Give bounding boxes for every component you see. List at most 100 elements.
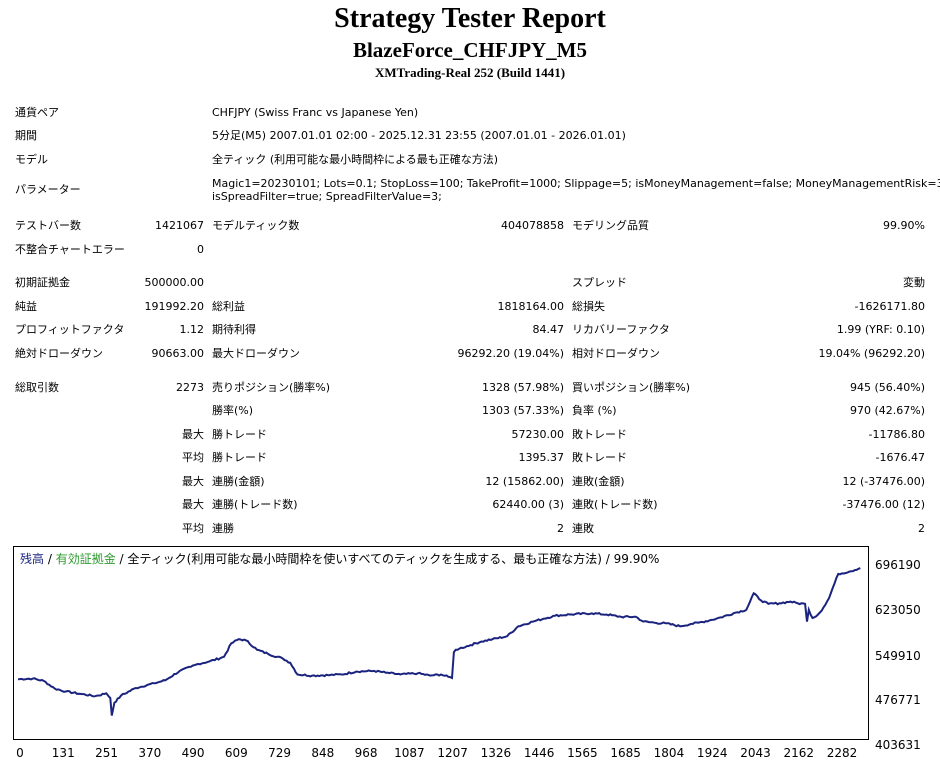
y-tick-label: 623050 [875, 603, 921, 617]
chart-plot [17, 567, 861, 716]
long-positions-value: 945 (56.40%) [849, 381, 925, 394]
server-name: XMTrading-Real 252 (Build 1441) [374, 65, 566, 80]
x-tick-label: 2043 [740, 746, 771, 760]
x-tick-label: 251 [95, 746, 118, 760]
absolute-drawdown-value: 90663.00 [151, 347, 205, 360]
x-tick-label: 1685 [610, 746, 641, 760]
spread-label: スプレッド [572, 276, 627, 289]
loss-rate-label: 負率 (%) [572, 404, 617, 417]
average-prefix: 平均 [182, 451, 204, 464]
x-tick-label: 609 [224, 746, 248, 760]
profit-factor-label: プロフィットファクタ [15, 323, 125, 336]
avg-consec-wins-value: 2 [557, 522, 564, 535]
expected-payoff-value: 84.47 [532, 323, 565, 336]
chart-legend: 残高 / 有効証拠金 / 全ティック(利用可能な最小時間枠を使いすべてのティック… [20, 551, 659, 567]
loss-rate-value: 970 (42.67%) [849, 404, 925, 417]
test-bars-label: テストバー数 [15, 219, 81, 232]
initial-deposit-value: 500000.00 [144, 276, 205, 289]
avg-loss-value: -1676.47 [875, 451, 925, 464]
profit-factor-value: 1.12 [179, 323, 205, 336]
avg-consec-prefix: 平均 [182, 522, 204, 535]
period-value: 5分足(M5) 2007.01.01 02:00 - 2025.12.31 23… [212, 129, 626, 142]
max-consec-profit-value: 62440.00 (3) [492, 498, 564, 511]
x-tick-label: 1207 [437, 746, 468, 760]
long-positions-label: 買いポジション(勝率%) [572, 381, 691, 394]
legend-separator: / [44, 552, 56, 566]
period-label: 期間 [15, 129, 37, 142]
x-tick-label: 370 [138, 746, 162, 760]
x-tick-label: 1087 [394, 746, 425, 760]
largest-loss-label: 敗トレード [572, 428, 627, 441]
model-ticks-label: モデルティック数 [212, 219, 300, 232]
x-tick-label: 1565 [567, 746, 598, 760]
model-value: 全ティック (利用可能な最小時間枠による最も正確な方法) [212, 153, 499, 166]
legend-equity: 有効証拠金 [55, 552, 116, 566]
net-profit-value: 191992.20 [144, 300, 205, 313]
relative-drawdown-value: 19.04% (96292.20) [818, 347, 925, 360]
mismatch-label: 不整合チャートエラー [15, 243, 125, 256]
x-tick-label: 729 [268, 746, 292, 760]
params-line-2: isSpreadFilter=true; SpreadFilterValue=3… [212, 190, 442, 203]
quality-label: モデリング品質 [572, 219, 649, 232]
x-tick-label: 2282 [826, 746, 858, 760]
max-consec-losses-label: 連敗(金額) [572, 475, 625, 488]
max-consec-loss-value: -37476.00 (12) [842, 498, 925, 511]
avg-loss-label: 敗トレード [572, 451, 627, 464]
y-tick-label: 403631 [875, 738, 921, 752]
legend-balance: 残高 [20, 552, 45, 566]
mismatch-value: 0 [197, 243, 204, 256]
short-positions-label: 売りポジション(勝率%) [212, 381, 331, 394]
relative-drawdown-label: 相対ドローダウン [572, 347, 660, 360]
symbol-label: 通貨ペア [15, 106, 59, 119]
report-title: Strategy Tester Report [334, 3, 606, 34]
total-trades-value: 2273 [176, 381, 204, 394]
avg-win-label: 勝トレード [212, 451, 267, 464]
absolute-drawdown-label: 絶対ドローダウン [15, 347, 103, 360]
ea-name: BlazeForce_CHFJPY_M5 [352, 38, 588, 62]
x-tick-label: 131 [51, 746, 75, 760]
test-bars-value: 1421067 [155, 219, 204, 232]
quality-value: 99.90% [883, 219, 925, 232]
max-consec-wins-label: 連勝(金額) [212, 475, 265, 488]
legend-description: 全ティック(利用可能な最小時間枠を使いすべてのティックを生成する、最も正確な方法… [127, 552, 660, 566]
largest-loss-value: -11786.80 [868, 428, 925, 441]
initial-deposit-label: 初期証拠金 [15, 276, 70, 289]
win-rate-value: 1303 (57.33%) [481, 404, 564, 417]
model-label: モデル [15, 153, 48, 166]
spread-value: 変動 [903, 276, 925, 289]
max-consec-wins-value: 12 (15862.00) [485, 475, 564, 488]
max-drawdown-label: 最大ドローダウン [212, 347, 300, 360]
max-consec-losses-value: 12 (-37476.00) [842, 475, 925, 488]
x-tick-label: 1446 [523, 746, 555, 760]
max-consec-loss-label: 連敗(トレード数) [572, 498, 658, 511]
x-tick-label: 968 [354, 746, 378, 760]
gross-profit-value: 1818164.00 [497, 300, 564, 313]
max-consec-prefix: 最大 [182, 475, 204, 488]
y-tick-label: 549910 [875, 649, 921, 663]
y-tick-label: 476771 [875, 693, 921, 707]
params-label: パラメーター [15, 183, 81, 196]
model-ticks-value: 404078858 [501, 219, 564, 232]
max-drawdown-value: 96292.20 (19.04%) [457, 347, 564, 360]
avg-consec-losses-label: 連敗 [572, 522, 594, 535]
net-profit-label: 純益 [15, 300, 37, 313]
x-tick-label: 848 [311, 746, 335, 760]
x-tick-label: 2162 [783, 746, 815, 760]
short-positions-value: 1328 (57.98%) [481, 381, 564, 394]
x-tick-label: 1804 [653, 746, 685, 760]
total-trades-label: 総取引数 [15, 381, 59, 394]
y-tick-label: 696190 [875, 558, 921, 572]
largest-win-label: 勝トレード [212, 428, 267, 441]
x-tick-label: 0 [16, 746, 24, 760]
avg-consec-losses-value: 2 [918, 522, 925, 535]
gross-profit-label: 総利益 [212, 300, 245, 313]
avg-consec-wins-label: 連勝 [212, 522, 234, 535]
x-tick-label: 1924 [696, 746, 728, 760]
x-tick-label: 490 [181, 746, 205, 760]
recovery-factor-label: リカバリーファクタ [572, 323, 670, 336]
largest-prefix: 最大 [182, 428, 204, 441]
max-consec-profit-label: 連勝(トレード数) [212, 498, 298, 511]
win-rate-label: 勝率(%) [212, 404, 254, 417]
gross-loss-label: 総損失 [572, 300, 605, 313]
symbol-value: CHFJPY (Swiss Franc vs Japanese Yen) [212, 106, 419, 119]
